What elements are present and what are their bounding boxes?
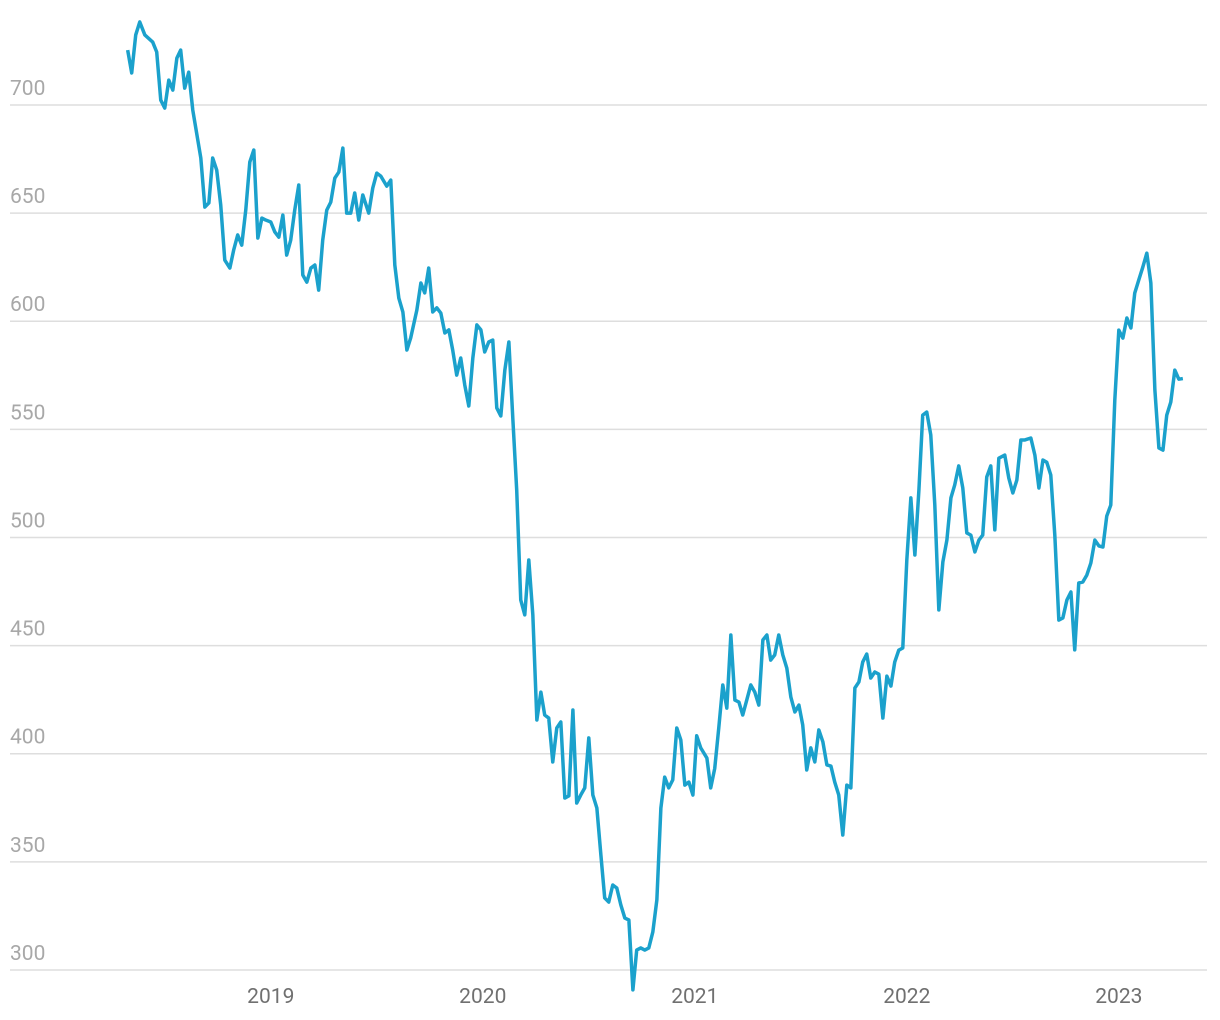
y-tick-label: 400 <box>10 726 45 750</box>
x-tick-label: 2022 <box>883 985 930 1009</box>
y-tick-label: 600 <box>10 293 45 317</box>
y-tick-label: 550 <box>10 401 45 425</box>
x-tick-label: 2023 <box>1095 985 1142 1009</box>
y-tick-label: 300 <box>10 942 45 966</box>
x-tick-label: 2021 <box>671 985 718 1009</box>
y-tick-label: 350 <box>10 834 45 858</box>
y-tick-label: 700 <box>10 77 45 101</box>
y-tick-label: 500 <box>10 509 45 533</box>
y-tick-label: 450 <box>10 618 45 642</box>
x-tick-label: 2019 <box>247 985 294 1009</box>
x-tick-label: 2020 <box>459 985 506 1009</box>
price-line <box>125 20 1184 992</box>
y-tick-label: 650 <box>10 185 45 209</box>
